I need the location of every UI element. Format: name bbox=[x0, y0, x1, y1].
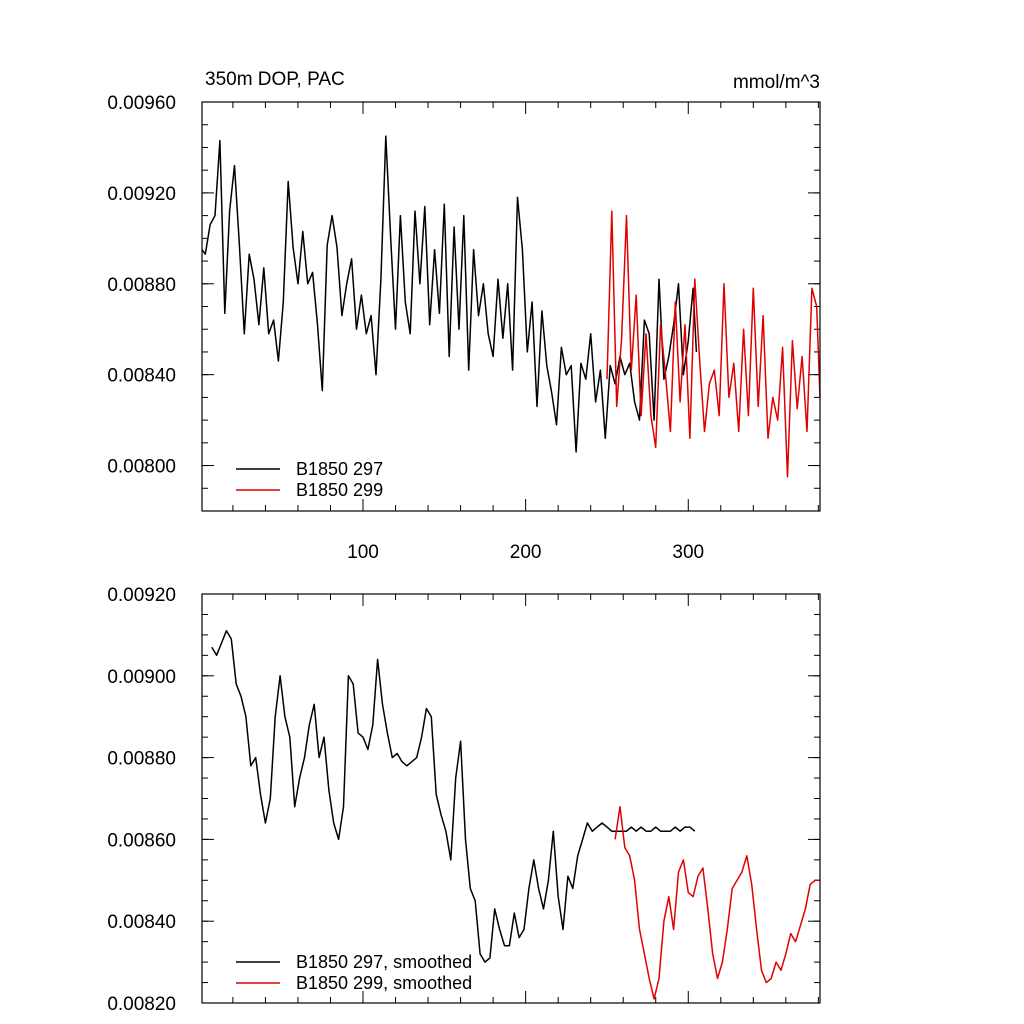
y-tick-label: 0.00800 bbox=[107, 457, 176, 478]
legend-label: B1850 297 bbox=[296, 459, 383, 479]
y-tick-label: 0.00920 bbox=[107, 585, 176, 606]
y-tick-label: 0.00900 bbox=[107, 667, 176, 688]
x-tick-label: 100 bbox=[347, 542, 379, 563]
series-line-1-0 bbox=[211, 630, 696, 963]
x-tick-label: 300 bbox=[672, 542, 704, 563]
legend-label: B1850 299 bbox=[296, 480, 383, 500]
bottom-panel-ticks: 0.00820 0.00840 0.00860 0.00880 0.00900 0.009… bbox=[107, 585, 820, 1015]
bottom-panel-lines bbox=[211, 630, 820, 1000]
top-panel-frame bbox=[201, 101, 821, 512]
y-tick-label: 0.00860 bbox=[107, 830, 176, 851]
y-tick-label: 0.00840 bbox=[107, 912, 176, 933]
legend-label: B1850 297, smoothed bbox=[296, 952, 472, 972]
top-panel-lines bbox=[201, 135, 821, 478]
y-tick-label: 0.00880 bbox=[107, 749, 176, 770]
bottom-panel-frame bbox=[201, 593, 821, 1004]
top-panel-units: mmol/m^3 bbox=[733, 72, 820, 93]
top-panel-title: 350m DOP, PAC bbox=[205, 69, 345, 90]
top-panel: 350m DOP, PAC mmol/m^3 0.008000.008400.0… bbox=[107, 69, 821, 563]
series-line-1-1 bbox=[614, 805, 820, 1000]
legend-label: B1850 299, smoothed bbox=[296, 973, 472, 993]
y-tick-label: 0.00840 bbox=[107, 366, 176, 387]
series-line-0-1 bbox=[606, 210, 821, 478]
y-tick-label: 0.00920 bbox=[107, 184, 176, 205]
top-panel-ticks: 0.00800 0.00840 0.00880 0.00920 0.00960 100 20… bbox=[107, 93, 820, 563]
y-tick-label: 0.00820 bbox=[107, 994, 176, 1015]
y-tick-label: 0.00960 bbox=[107, 93, 176, 114]
bottom-panel: 0.00820 0.00840 0.00860 0.00880 0.00900 0.009… bbox=[107, 585, 821, 1015]
x-tick-label: 200 bbox=[510, 542, 542, 563]
series-line-0-0 bbox=[201, 135, 698, 453]
y-tick-label: 0.00880 bbox=[107, 275, 176, 296]
